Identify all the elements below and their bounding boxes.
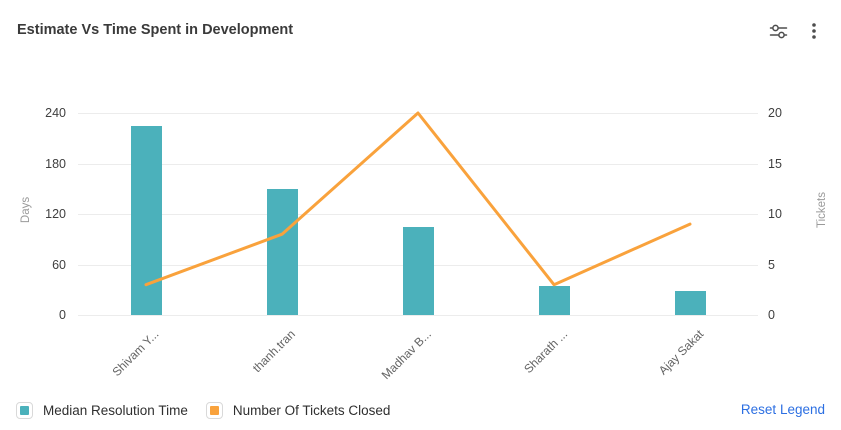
gridline [78,315,758,316]
legend-item-number-of-tickets-closed[interactable]: Number Of Tickets Closed [205,402,391,419]
left-axis-tick-label: 240 [45,106,66,120]
x-axis-category-label: Madhav B... [378,327,434,383]
right-axis-tick-label: 0 [768,308,775,322]
right-axis-tick-label: 10 [768,207,782,221]
chart-legend: Median Resolution Time Number Of Tickets… [16,402,390,419]
bar-median-resolution-time[interactable] [674,291,706,315]
right-axis-ticks: 0 5 10 15 20 [768,106,808,322]
filter-sliders-icon[interactable] [765,18,791,44]
x-axis-category-label: thanh.tran [249,327,298,376]
x-axis-category-label: Shivam Y... [109,327,162,380]
right-axis-title: Tickets [816,192,828,228]
bar-median-resolution-time[interactable] [402,226,434,315]
reset-legend-link[interactable]: Reset Legend [740,402,825,417]
x-axis-category-label: Ajay Sakat [655,327,706,378]
kebab-menu-icon[interactable] [801,18,827,44]
gridline [78,163,758,165]
bar-median-resolution-time[interactable] [538,286,570,315]
right-axis-tick-label: 20 [768,106,782,120]
left-axis-tick-label: 60 [52,257,66,272]
left-axis-tick-label: 180 [45,156,66,171]
plot-area [78,111,758,316]
legend-item-label: Number Of Tickets Closed [232,403,391,418]
x-axis-labels: Shivam Y... thanh.tran Madhav B... Sharath … [78,315,758,385]
right-axis-tick-label: 5 [768,257,775,272]
chart-title: Estimate Vs Time Spent in Development [17,22,294,38]
left-axis-tick-label: 0 [59,308,66,322]
legend-swatch-icon [205,402,223,419]
line-number-of-tickets-closed[interactable] [78,111,758,315]
x-axis-category-label: Sharath ... [520,327,570,377]
left-axis-ticks: 0 60 120 180 240 [0,106,66,322]
header-actions [765,18,827,44]
legend-swatch-icon [16,402,33,419]
left-axis-tick-label: 120 [45,207,66,221]
gridline [78,214,758,215]
legend-item-median-resolution-time[interactable]: Median Resolution Time [16,402,188,419]
bar-median-resolution-time[interactable] [266,188,298,315]
legend-item-label: Median Resolution Time [43,403,188,418]
right-axis-tick-label: 15 [768,156,782,171]
left-axis-title: Days [20,196,32,224]
